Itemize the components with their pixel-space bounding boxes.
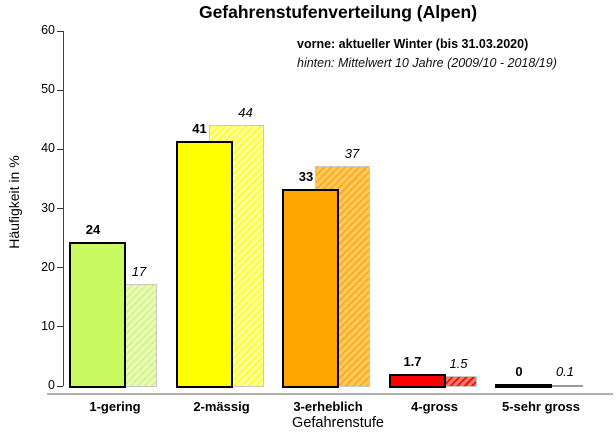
- value-label-back-5-sehr gross: 0.1: [555, 364, 575, 379]
- bar-front-2-mässig: [175, 141, 233, 388]
- y-axis-tick: [57, 30, 63, 32]
- y-tick-label: 50: [41, 82, 55, 97]
- value-label-back-3-erheblich: 37: [344, 146, 360, 161]
- y-axis-tick: [57, 208, 63, 209]
- bar-back-5-sehr gross: [528, 385, 583, 387]
- value-label-front-5-sehr gross: 0: [515, 364, 523, 379]
- value-label-front-1-gering: 24: [85, 222, 101, 237]
- x-tick-label-2-mässig: 2-mässig: [193, 399, 250, 414]
- y-tick-label: 30: [41, 200, 55, 215]
- value-label-front-3-erheblich: 33: [298, 169, 314, 184]
- y-axis-tick: [57, 267, 63, 269]
- y-tick-label: 0: [48, 378, 55, 392]
- legend-front-series: vorne: aktueller Winter (bis 31.03.2020): [297, 37, 529, 51]
- y-tick-label: 40: [41, 141, 55, 156]
- y-tick-label: 20: [41, 259, 55, 274]
- y-axis-tick: [57, 148, 63, 150]
- x-tick-label-3-erheblich: 3-erheblich: [293, 399, 363, 414]
- y-tick-label: 60: [41, 23, 55, 37]
- bar-front-4-gross: [388, 374, 446, 388]
- y-axis-line: [63, 31, 64, 386]
- y-axis-tick: [57, 89, 63, 91]
- bar-front-1-gering: [69, 242, 126, 388]
- value-label-back-1-gering: 17: [131, 264, 147, 279]
- x-axis-line: [47, 393, 613, 395]
- bar-front-5-sehr gross: [495, 384, 552, 388]
- y-tick-label: 10: [41, 318, 55, 333]
- x-axis-title: Gefahrenstufe: [292, 415, 384, 431]
- x-tick-label-5-sehr gross: 5-sehr gross: [501, 399, 581, 414]
- value-label-back-2-mässig: 44: [238, 105, 253, 120]
- value-label-back-4-gross: 1.5: [449, 356, 468, 371]
- bar-front-3-erheblich: [282, 189, 339, 388]
- x-tick-label-1-gering: 1-gering: [89, 399, 141, 414]
- y-axis-tick: [57, 385, 63, 387]
- x-tick-label-4-gross: 4-gross: [411, 399, 458, 414]
- legend-back-series: hinten: Mittelwert 10 Jahre (2009/10 - 2…: [297, 56, 557, 70]
- value-label-front-2-mässig: 41: [192, 121, 207, 136]
- value-label-front-4-gross: 1.7: [403, 354, 422, 369]
- y-axis-tick: [57, 326, 63, 328]
- chart-title: Gefahrenstufenverteilung (Alpen): [198, 2, 478, 22]
